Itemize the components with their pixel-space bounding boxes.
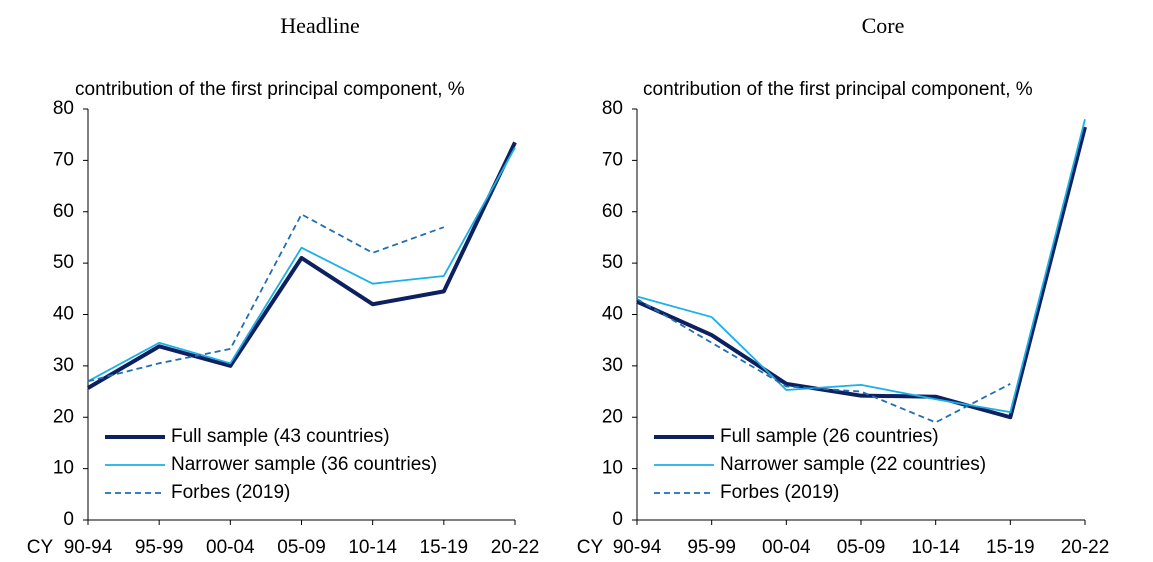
x-axis-label: CY: [577, 537, 604, 558]
x-tick-label: 05-09: [277, 537, 326, 558]
y-tick-label: 20: [53, 406, 74, 427]
series-line: [636, 298, 1011, 424]
x-tick-label: 95-99: [687, 537, 736, 558]
series-line: [86, 141, 517, 390]
chart-title: Headline: [280, 13, 359, 38]
series-line: [636, 119, 1086, 414]
y-axis-label: contribution of the first principal comp…: [75, 79, 465, 100]
x-tick-label: 00-04: [762, 537, 811, 558]
y-tick-label: 0: [612, 509, 623, 530]
x-tick-label: 10-14: [348, 537, 397, 558]
y-tick-label: 60: [602, 201, 623, 222]
y-tick-label: 80: [602, 98, 623, 119]
legend-label: Forbes (2019): [720, 482, 839, 503]
x-tick-label: 90-94: [64, 537, 113, 558]
y-tick-label: 50: [602, 252, 623, 273]
x-tick-label: 20-22: [491, 537, 540, 558]
legend-label: Narrower sample (36 countries): [171, 454, 437, 475]
y-tick-label: 60: [53, 201, 74, 222]
series-line: [636, 126, 1087, 420]
y-tick-label: 0: [63, 509, 74, 530]
y-tick-label: 70: [53, 149, 74, 170]
y-tick-label: 70: [602, 149, 623, 170]
legend-label: Full sample (26 countries): [720, 426, 939, 447]
series-line: [87, 213, 445, 383]
x-tick-label: 20-22: [1061, 537, 1110, 558]
legend-label: Forbes (2019): [171, 482, 290, 503]
y-tick-label: 30: [53, 355, 74, 376]
y-tick-label: 20: [602, 406, 623, 427]
chart-title: Core: [862, 13, 905, 38]
y-tick-label: 10: [53, 458, 74, 479]
x-tick-label: 15-19: [986, 537, 1035, 558]
x-tick-label: 95-99: [135, 537, 184, 558]
legend-label: Full sample (43 countries): [171, 426, 390, 447]
y-tick-label: 10: [602, 458, 623, 479]
x-tick-label: 10-14: [911, 537, 960, 558]
x-tick-label: 05-09: [837, 537, 886, 558]
x-tick-label: 00-04: [206, 537, 255, 558]
y-tick-label: 30: [602, 355, 623, 376]
y-axis-label: contribution of the first principal comp…: [643, 79, 1033, 100]
y-tick-label: 40: [602, 304, 623, 325]
x-tick-label: 15-19: [420, 537, 469, 558]
legend-label: Narrower sample (22 countries): [720, 454, 986, 475]
y-tick-label: 80: [53, 98, 74, 119]
x-tick-label: 90-94: [613, 537, 662, 558]
y-tick-label: 50: [53, 252, 74, 273]
x-axis-label: CY: [27, 537, 54, 558]
series-line: [87, 147, 516, 383]
y-tick-label: 40: [53, 304, 74, 325]
